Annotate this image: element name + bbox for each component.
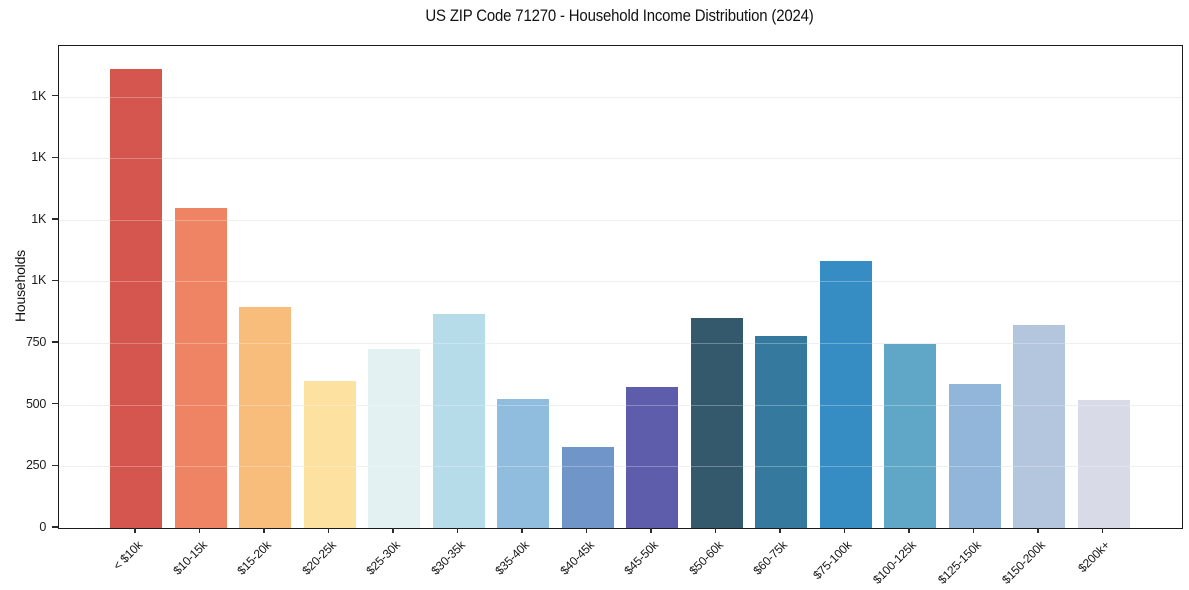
x-tick-mark: [650, 528, 652, 533]
x-tick-mark: [908, 528, 910, 533]
gridline: [59, 343, 1182, 345]
bar-$15-20k: [239, 307, 291, 528]
gridline: [59, 96, 1182, 98]
bar-$200k+: [1077, 399, 1130, 528]
x-tick-mark: [972, 528, 975, 533]
y-tick-label: 500: [26, 396, 46, 411]
gridline-overlay: [59, 219, 1182, 221]
bar-$35-40k: [497, 398, 549, 528]
x-tick-mark: [134, 528, 136, 533]
y-tick-label: 1K: [31, 273, 46, 288]
y-tick-label: 1K: [31, 150, 46, 165]
x-tick-mark: [521, 528, 523, 533]
gridline-overlay: [59, 343, 1182, 345]
gridline: [59, 219, 1182, 221]
y-tick-mark: [52, 526, 58, 528]
gridline-overlay: [59, 466, 1182, 468]
x-tick-mark: [714, 528, 717, 533]
bar-< $10k: [110, 69, 162, 528]
bar-$25-30k: [368, 349, 420, 528]
gridline-overlay: [59, 158, 1182, 160]
gridline-overlay: [59, 96, 1182, 98]
bar-$100-125k: [884, 344, 936, 528]
bar-$75-100k: [819, 260, 872, 528]
bar-$10-15k: [174, 207, 227, 528]
bar-$40-45k: [561, 446, 614, 528]
gridline: [59, 466, 1182, 468]
y-tick-mark: [52, 156, 58, 158]
plot-area: [58, 45, 1183, 529]
x-tick-mark: [198, 528, 201, 533]
gridline: [59, 158, 1182, 160]
x-tick-mark: [327, 528, 330, 533]
y-tick-mark: [52, 464, 58, 467]
bar-$60-75k: [755, 335, 807, 528]
y-tick-label: 0: [39, 520, 46, 534]
x-tick-mark: [392, 528, 394, 533]
y-tick-mark: [52, 341, 58, 343]
y-tick-mark: [52, 279, 58, 282]
bar-$125-150k: [948, 383, 1001, 528]
x-tick-mark: [779, 528, 781, 533]
y-tick-label: 1K: [31, 88, 46, 103]
x-tick-mark: [1037, 528, 1039, 533]
y-tick-mark: [52, 94, 58, 97]
x-tick-mark: [456, 528, 459, 533]
x-tick-label: $200k+: [1075, 538, 1113, 576]
bar-$45-50k: [626, 387, 678, 528]
x-tick-mark: [843, 528, 846, 533]
y-tick-mark: [52, 403, 58, 405]
gridline-overlay: [59, 281, 1182, 283]
y-tick-label: 250: [26, 458, 46, 473]
gridline: [59, 281, 1182, 283]
bar-$20-25k: [303, 381, 356, 528]
y-tick-mark: [52, 218, 58, 220]
x-tick-mark: [585, 528, 588, 533]
bar-$150-200k: [1013, 324, 1065, 528]
bar-$30-35k: [432, 313, 485, 528]
y-tick-label: 1K: [31, 211, 46, 226]
gridline-overlay: [59, 404, 1182, 406]
y-tick-label: 750: [26, 335, 46, 350]
x-tick-mark: [263, 528, 265, 533]
bar-$50-60k: [690, 318, 743, 528]
x-tick-mark: [1101, 528, 1104, 533]
chart-title: US ZIP Code 71270 - Household Income Dis…: [425, 6, 814, 25]
gridline: [59, 404, 1182, 406]
